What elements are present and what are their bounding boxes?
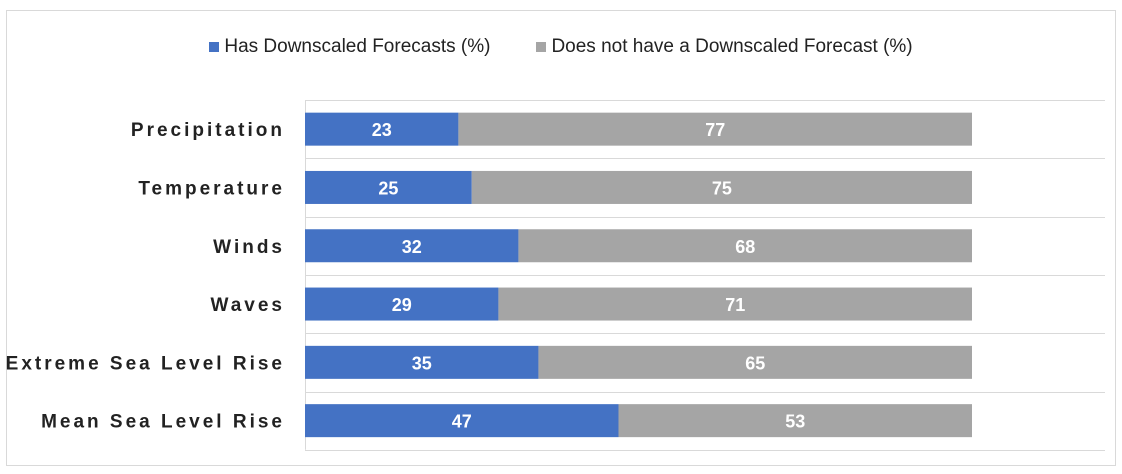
bar-has-downscaled [305,170,472,204]
data-label: 25 [378,178,398,198]
bar-no-downscaled [458,112,972,146]
legend-item-no-downscaled: Does not have a Downscaled Forecast (%) [536,36,913,58]
data-label: 75 [712,178,732,198]
category-label: Mean Sea Level Rise [41,412,285,433]
legend-swatch-gray [536,42,547,52]
category-label: Temperature [138,178,285,199]
data-label: 53 [785,412,805,432]
bar-no-downscaled [618,404,972,438]
category-label: Extreme Sea Level Rise [6,353,285,374]
bar-no-downscaled [538,345,972,379]
data-label: 35 [412,353,432,373]
data-label: 77 [705,120,725,140]
category-label: Precipitation [131,120,285,141]
data-label: 71 [725,295,745,315]
bar-has-downscaled [305,404,619,438]
data-label: 29 [392,295,412,315]
data-label: 65 [745,353,765,373]
data-label: 32 [402,237,422,257]
bar-has-downscaled [305,229,519,263]
category-label: Winds [213,237,285,258]
legend-swatch-blue [209,42,220,52]
data-label: 47 [452,412,472,432]
data-label: 68 [735,237,755,257]
legend-label-no-downscaled: Does not have a Downscaled Forecast (%) [551,36,913,57]
category-label: Waves [211,295,286,316]
bar-has-downscaled [305,345,539,379]
bar-no-downscaled [518,229,972,263]
bar-no-downscaled [498,287,972,321]
legend-item-has-downscaled: Has Downscaled Forecasts (%) [209,36,490,58]
data-label: 23 [372,120,392,140]
bar-no-downscaled [471,170,972,204]
bar-has-downscaled [305,287,499,321]
legend: Has Downscaled Forecasts (%) Does not ha… [0,36,1122,58]
bar-has-downscaled [305,112,459,146]
legend-label-has-downscaled: Has Downscaled Forecasts (%) [224,36,491,57]
